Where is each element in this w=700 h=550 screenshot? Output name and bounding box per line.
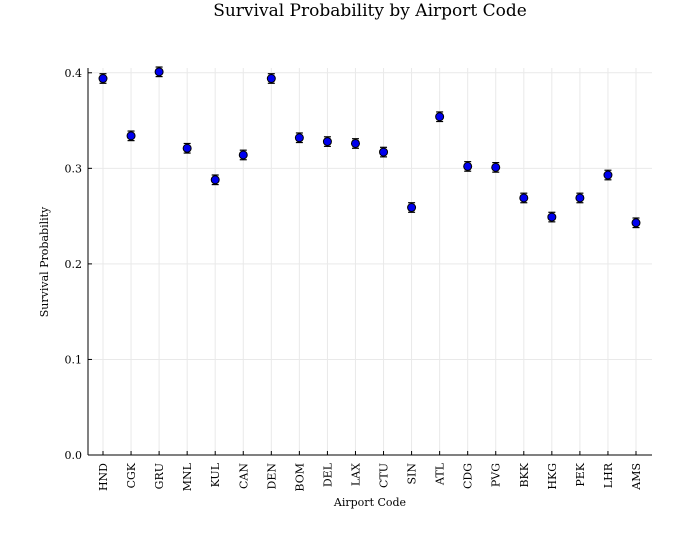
x-tick-label: LHR — [602, 462, 615, 488]
data-point-group — [407, 202, 417, 213]
y-tick-label: 0.4 — [65, 67, 83, 80]
data-point-group — [210, 174, 220, 186]
y-tick-label: 0.2 — [65, 258, 83, 271]
x-tick-label: GRU — [153, 463, 166, 489]
x-tick-label: CAN — [237, 463, 250, 489]
x-tick-label: CTU — [378, 463, 391, 488]
x-tick-label: SIN — [406, 463, 419, 485]
x-tick-label: PEK — [574, 462, 587, 486]
data-point — [519, 193, 529, 203]
data-point — [322, 137, 332, 147]
x-tick-label: DEL — [321, 462, 334, 487]
y-tick-label: 0.0 — [65, 449, 83, 462]
data-point-group — [98, 73, 108, 84]
chart-title: Survival Probability by Airport Code — [213, 1, 527, 21]
grid-layer — [88, 68, 652, 455]
data-point — [463, 161, 473, 171]
data-point — [575, 193, 585, 203]
axes-layer — [87, 68, 652, 456]
x-tick-label: KUL — [209, 462, 222, 487]
data-point — [603, 170, 613, 180]
x-tick-label: BOM — [293, 463, 306, 492]
data-point-group — [631, 217, 641, 229]
data-point — [435, 112, 445, 122]
data-point — [154, 67, 164, 77]
data-point-group — [463, 161, 473, 172]
x-tick-label: ATL — [434, 462, 447, 486]
data-point — [547, 212, 557, 222]
data-point-group — [491, 162, 501, 173]
data-point-group — [379, 146, 389, 158]
data-point — [98, 74, 108, 84]
data-point-group — [547, 211, 557, 223]
data-point-group — [238, 149, 248, 161]
ticks-layer: 0.0 0.1 0.2 0.3 0.4 HND CGK GRU MNL KUL CAN DEN BOM D… — [65, 67, 644, 492]
data-point — [491, 162, 501, 172]
x-tick-label: MNL — [181, 462, 194, 491]
x-tick-label: HND — [97, 463, 110, 491]
data-point-group — [519, 192, 529, 204]
data-point-group — [182, 142, 192, 154]
x-tick-label: PVG — [490, 463, 503, 487]
x-tick-label: LAX — [349, 463, 362, 486]
data-point-group — [435, 111, 445, 123]
data-point-group — [126, 130, 136, 142]
data-point — [294, 133, 304, 143]
y-tick-label: 0.3 — [65, 162, 83, 175]
x-tick-label: DEN — [265, 463, 278, 490]
x-tick-label: AMS — [630, 463, 643, 491]
data-point-group — [350, 138, 360, 149]
data-point — [379, 147, 389, 157]
y-tick-label: 0.1 — [65, 353, 83, 366]
data-point — [350, 138, 360, 148]
marks-layer — [98, 66, 641, 229]
x-tick-label: CGK — [125, 462, 138, 488]
data-point-group — [294, 132, 304, 144]
data-point — [210, 175, 220, 185]
x-tick-label: CDG — [462, 463, 475, 489]
data-point — [631, 218, 641, 228]
x-axis-label: Airport Code — [333, 496, 406, 509]
data-point — [238, 150, 248, 160]
data-point — [126, 131, 136, 141]
data-point-group — [575, 192, 585, 204]
data-point-group — [266, 73, 276, 84]
data-point — [266, 74, 276, 84]
data-point-group — [603, 169, 613, 181]
data-point — [182, 143, 192, 153]
x-tick-label: BKK — [518, 462, 531, 487]
data-point — [407, 203, 417, 213]
y-axis-label: Survival Probability — [38, 206, 51, 317]
data-point-group — [322, 136, 332, 147]
x-tick-label: HKG — [546, 463, 559, 490]
data-point-group — [154, 66, 164, 78]
